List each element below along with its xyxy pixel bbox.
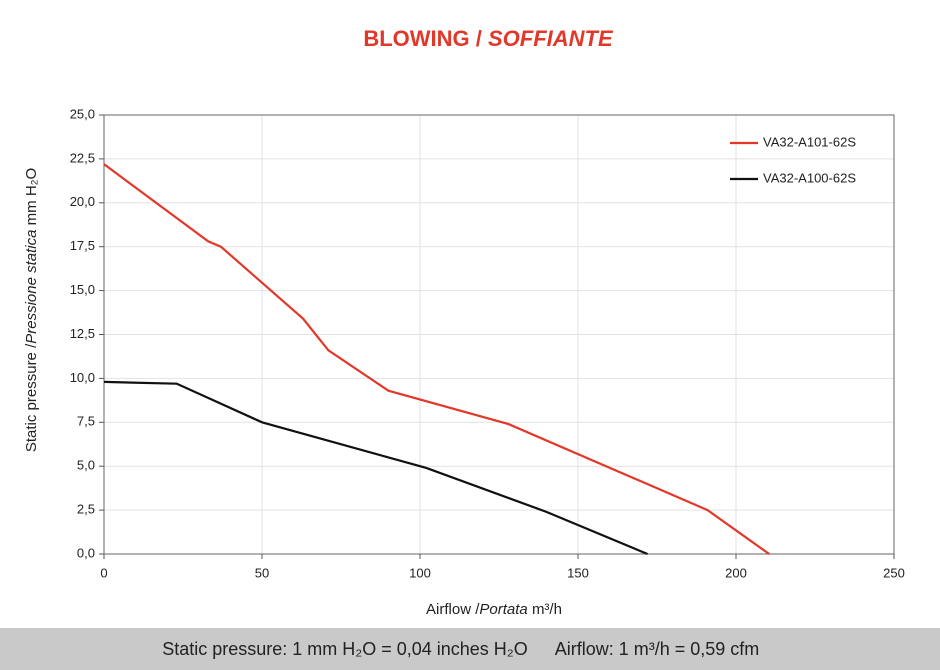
legend-label: VA32-A100-62S	[763, 170, 856, 185]
y-tick-label: 20,0	[70, 194, 95, 209]
y-tick-label: 7,5	[77, 414, 95, 429]
series-line	[103, 163, 770, 555]
title-part: SOFFIANTE	[488, 26, 614, 51]
x-label-part: Portata	[479, 601, 527, 618]
x-label-part: Airflow /	[426, 601, 480, 618]
footer-text: Airflow: 1 m³/h = 0,59 cfm	[555, 639, 760, 659]
title-part: BLOWING /	[363, 26, 482, 51]
x-tick-label: 50	[255, 565, 269, 580]
x-label-part: m³/h	[532, 601, 562, 618]
legend-label: VA32-A101-62S	[763, 134, 856, 149]
y-tick-label: 12,5	[70, 326, 95, 341]
y-tick-label: 22,5	[70, 150, 95, 165]
x-tick-label: 250	[883, 565, 905, 580]
x-tick-label: 100	[409, 565, 431, 580]
x-tick-label: 0	[100, 565, 107, 580]
y-tick-label: 17,5	[70, 238, 95, 253]
footer-text: Static pressure: 1 mm H₂O = 0,04 inches …	[162, 639, 528, 659]
y-label-part: Static pressure /	[23, 343, 40, 452]
y-axis-label: Static pressure /Pressione statica mm H₂…	[23, 168, 40, 452]
x-tick-label: 150	[567, 565, 589, 580]
y-tick-label: 2,5	[77, 502, 95, 517]
y-tick-label: 25,0	[70, 106, 95, 121]
y-tick-label: 15,0	[70, 282, 95, 297]
y-tick-label: 0,0	[77, 545, 95, 560]
series-line	[103, 380, 648, 556]
y-label-part: mm H₂O	[23, 168, 40, 225]
chart-title: BLOWING / SOFFIANTE	[363, 26, 614, 51]
x-axis-label: Airflow /Portata m³/h	[426, 601, 562, 618]
plot-border	[103, 114, 895, 555]
y-label-part: Pressione statica	[23, 230, 40, 344]
y-tick-label: 10,0	[70, 370, 95, 385]
footer-band	[0, 628, 940, 670]
y-tick-label: 5,0	[77, 458, 95, 473]
x-tick-label: 200	[725, 565, 747, 580]
